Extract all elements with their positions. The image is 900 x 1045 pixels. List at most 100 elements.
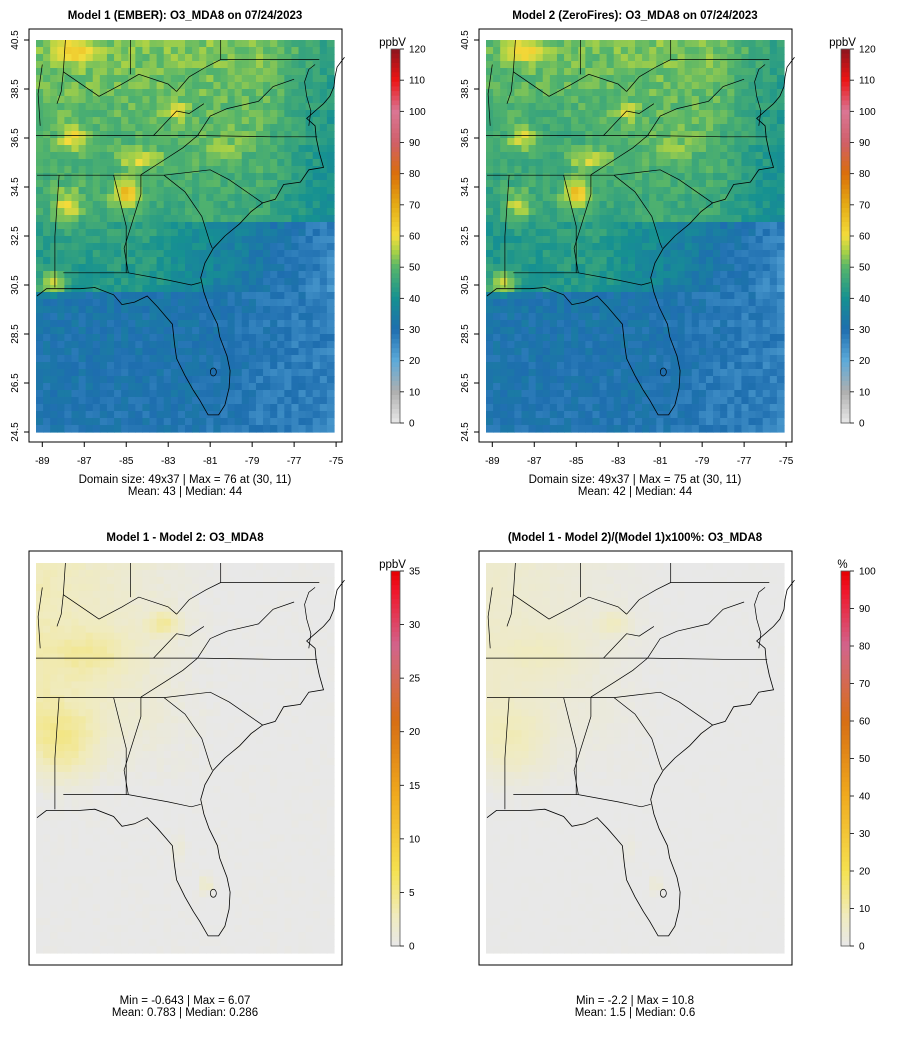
- grid-cell: [99, 299, 108, 307]
- grid-cell: [128, 40, 136, 48]
- grid-cell: [627, 124, 636, 132]
- grid-cell: [493, 313, 501, 321]
- grid-cell: [185, 117, 193, 125]
- grid-cell: [493, 131, 501, 139]
- grid-cell: [755, 334, 764, 342]
- grid-cell: [727, 299, 735, 307]
- grid-cell: [114, 257, 122, 265]
- grid-cell: [642, 54, 650, 62]
- grid-cell: [36, 89, 44, 97]
- grid-cell: [613, 222, 622, 230]
- grid-cell: [135, 327, 144, 335]
- grid-cell: [606, 166, 615, 174]
- grid-cell: [248, 250, 257, 258]
- grid-cell: [149, 390, 158, 398]
- grid-cell: [564, 47, 572, 55]
- grid-cell: [677, 187, 686, 195]
- grid-cell: [720, 257, 728, 265]
- grid-cell: [762, 292, 771, 300]
- grid-cell: [542, 47, 551, 55]
- grid-cell: [135, 313, 144, 321]
- grid-cell: [92, 131, 101, 139]
- grid-cell: [691, 117, 700, 125]
- colorbar-tick-label: 90: [409, 138, 421, 149]
- grid-cell: [206, 173, 214, 181]
- grid-cell: [493, 138, 501, 146]
- grid-cell: [507, 404, 515, 412]
- grid-cell: [177, 159, 186, 167]
- grid-cell: [585, 243, 594, 251]
- grid-cell: [142, 180, 151, 188]
- grid-cell: [319, 96, 328, 104]
- grid-cell: [564, 61, 572, 69]
- grid-cell: [620, 215, 629, 223]
- grid-cell: [556, 348, 565, 356]
- grid-cell: [234, 390, 243, 398]
- x-tick-label: -75: [779, 456, 794, 467]
- grid-cell: [92, 418, 101, 426]
- grid-cell: [769, 425, 778, 433]
- grid-cell: [585, 369, 594, 377]
- grid-cell: [585, 40, 594, 48]
- grid-cell: [170, 369, 179, 377]
- grid-cell: [606, 68, 615, 76]
- grid-cell: [670, 40, 679, 48]
- grid-cell: [705, 271, 714, 279]
- grid-cell: [776, 173, 785, 181]
- grid-cell: [50, 271, 58, 279]
- grid-cell: [149, 334, 158, 342]
- state-border: [487, 169, 713, 204]
- grid-cell: [99, 257, 108, 265]
- grid-cell: [642, 397, 650, 405]
- grid-cell: [642, 320, 650, 328]
- grid-cell: [720, 131, 728, 139]
- grid-cell: [698, 285, 707, 293]
- grid-cell: [769, 411, 778, 419]
- grid-cell: [599, 152, 608, 160]
- grid-cell: [50, 138, 58, 146]
- grid-cell: [128, 96, 136, 104]
- grid-cell: [535, 348, 544, 356]
- grid-cell: [762, 117, 771, 125]
- grid-cell: [705, 89, 714, 97]
- grid-cell: [727, 404, 735, 412]
- grid-cell: [135, 292, 144, 300]
- grid-cell: [227, 418, 236, 426]
- grid-cell: [684, 180, 693, 188]
- grid-cell: [521, 110, 530, 118]
- grid-cell: [284, 82, 293, 90]
- grid-cell: [677, 82, 686, 90]
- grid-cell: [762, 355, 771, 363]
- grid-cell: [92, 390, 101, 398]
- grid-cell: [606, 75, 615, 83]
- grid-cell: [606, 376, 615, 384]
- y-tick-label: 24.5: [460, 422, 471, 442]
- grid-cell: [291, 271, 300, 279]
- grid-cell: [698, 425, 707, 433]
- grid-cell: [99, 201, 108, 209]
- grid-cell: [128, 159, 136, 167]
- grid-cell: [121, 54, 129, 62]
- grid-cell: [507, 292, 515, 300]
- grid-cell: [514, 250, 523, 258]
- grid-cell: [192, 320, 200, 328]
- grid-cell: [263, 250, 271, 258]
- grid-cell: [213, 68, 222, 76]
- grid-cell: [99, 173, 108, 181]
- grid-cell: [78, 131, 87, 139]
- grid-cell: [106, 313, 115, 321]
- grid-cell: [270, 180, 278, 188]
- grid-cell: [128, 124, 136, 132]
- grid-cell: [549, 208, 558, 216]
- grid-cell: [521, 61, 530, 69]
- grid-cell: [713, 138, 721, 146]
- grid-cell: [99, 208, 108, 216]
- grid-cell: [656, 89, 664, 97]
- grid-cell: [312, 411, 321, 419]
- grid-cell: [514, 40, 523, 48]
- grid-cell: [277, 369, 285, 377]
- grid-cell: [284, 194, 293, 202]
- grid-cell: [656, 96, 664, 104]
- grid-cell: [156, 285, 165, 293]
- grid-cell: [85, 299, 94, 307]
